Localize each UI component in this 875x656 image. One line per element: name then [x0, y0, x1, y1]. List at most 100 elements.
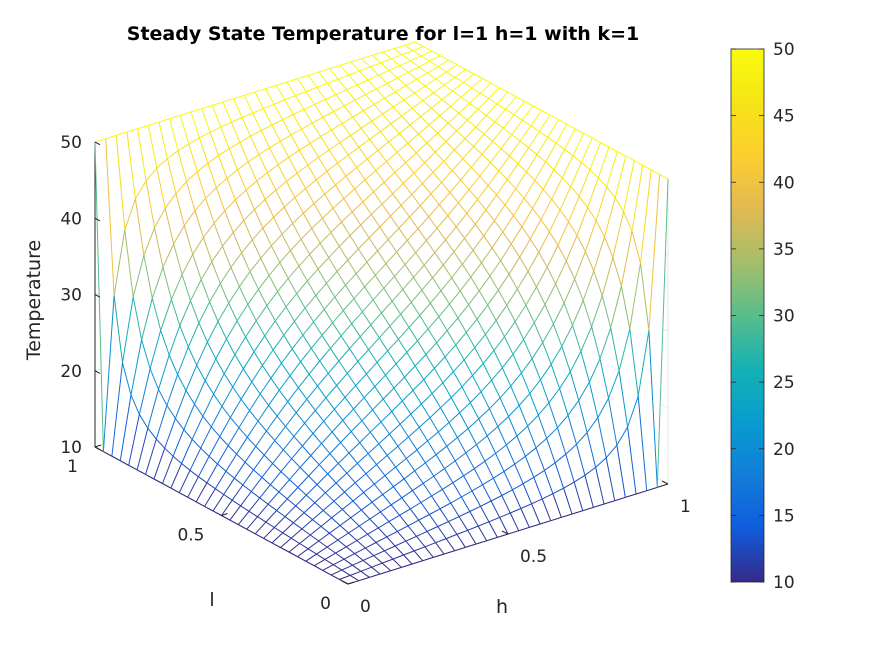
mesh-line [439, 508, 449, 522]
mesh-line [429, 55, 441, 62]
surface-face [127, 128, 147, 199]
mesh-line [253, 335, 266, 353]
mesh-line [561, 155, 574, 179]
mesh-line [486, 536, 498, 542]
mesh-line [454, 76, 464, 83]
mesh-line [603, 500, 615, 505]
mesh-line [487, 289, 499, 306]
surface-face [492, 232, 512, 261]
mesh-line [480, 379, 492, 393]
mesh-line [348, 525, 360, 534]
mesh-line [450, 96, 462, 107]
surface-face [281, 458, 301, 480]
mesh-line [413, 264, 425, 278]
surface-face [450, 97, 470, 114]
mesh-line [473, 73, 483, 79]
mesh-line [533, 304, 546, 324]
mesh-line [339, 574, 351, 580]
surface-face [310, 443, 330, 465]
surface-face [186, 171, 206, 211]
surface-face [276, 82, 296, 100]
surface-face [333, 105, 353, 124]
surface-face [429, 115, 449, 134]
surface-face [246, 516, 266, 534]
mesh-line [113, 229, 126, 296]
surface-face [546, 427, 566, 463]
mesh-line [285, 426, 295, 437]
mesh-line [363, 103, 375, 112]
mesh-line [640, 169, 652, 264]
mesh-line [550, 516, 562, 522]
surface-face [410, 502, 430, 521]
mesh-line [431, 382, 444, 394]
mesh-line [369, 573, 381, 578]
mesh-line [421, 393, 433, 405]
mesh-line [396, 251, 406, 265]
mesh-line [508, 273, 518, 290]
mesh-line [532, 208, 542, 220]
mesh-line [155, 405, 168, 440]
mesh-line [204, 488, 216, 507]
mesh-line [254, 521, 267, 535]
mesh-line [572, 133, 585, 156]
mesh-line [215, 187, 226, 211]
z-tick-label: 50 [60, 133, 82, 153]
mesh-line [469, 92, 481, 104]
surface-face [290, 361, 310, 388]
surface-face [513, 198, 533, 227]
surface-face [256, 172, 276, 200]
mesh-line [352, 564, 362, 572]
mesh-line [465, 452, 475, 469]
mesh-line [422, 475, 435, 484]
mesh-line [290, 537, 300, 544]
mesh-line [102, 295, 115, 452]
z-tick-label: 30 [60, 286, 82, 306]
mesh-line [342, 298, 355, 311]
mesh-line [309, 136, 321, 144]
mesh-line [316, 553, 326, 560]
surface-face [497, 92, 517, 110]
mesh-line [525, 154, 538, 173]
mesh-line [472, 363, 484, 376]
mesh-line [422, 92, 434, 101]
mesh-line [375, 161, 387, 171]
mesh-line [363, 397, 374, 411]
surface-face [320, 130, 340, 150]
surface-face [246, 181, 266, 210]
mesh-line [606, 186, 616, 199]
mesh-line [409, 508, 420, 521]
mesh-line [646, 486, 658, 492]
mesh-line [153, 478, 163, 484]
mesh-line [548, 388, 561, 404]
surface-face [527, 415, 547, 448]
mesh-line [352, 110, 364, 118]
mesh-line [198, 137, 209, 164]
mesh-line [366, 158, 377, 171]
surface-face [481, 380, 501, 409]
mesh-line [460, 166, 472, 181]
mesh-line [506, 179, 517, 190]
mesh-line [228, 141, 241, 150]
mesh-line [425, 454, 437, 464]
mesh-line [505, 96, 517, 110]
mesh-line [332, 322, 342, 337]
mesh-line [403, 470, 415, 480]
mesh-line [138, 368, 151, 415]
mesh-line [430, 193, 440, 206]
mesh-line [338, 348, 350, 362]
surface-face [282, 114, 302, 135]
surface-face [573, 133, 593, 163]
surface-face [211, 406, 231, 437]
mesh-line [618, 328, 631, 371]
mesh-line [571, 510, 583, 515]
surface-face [180, 112, 200, 144]
mesh-line [335, 175, 347, 186]
surface-face [441, 170, 461, 193]
mesh-line [569, 351, 582, 372]
mesh-line [400, 205, 410, 218]
surface-face [463, 468, 483, 491]
mesh-line [383, 276, 395, 289]
surface-face [472, 484, 492, 507]
mesh-line [299, 142, 311, 151]
surface-face [442, 482, 462, 503]
